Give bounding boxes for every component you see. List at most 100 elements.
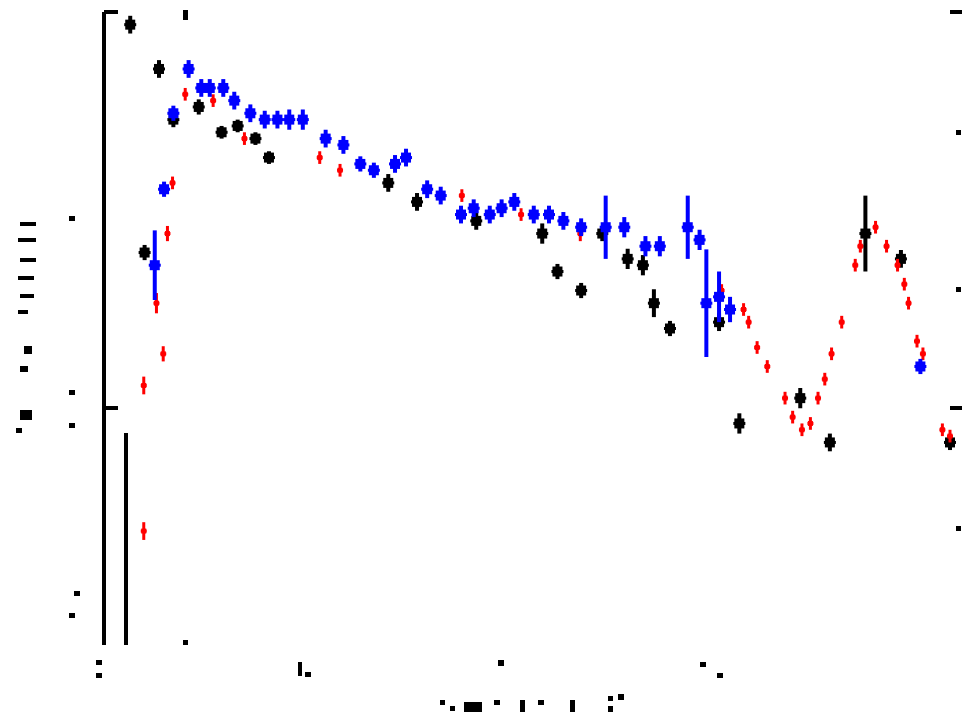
illegible-y-label-fragment xyxy=(20,366,28,372)
data-point xyxy=(915,361,926,372)
data-point xyxy=(164,231,170,237)
data-point xyxy=(719,288,725,294)
data-point xyxy=(216,127,227,138)
data-point xyxy=(815,395,821,401)
illegible-y-label-fragment xyxy=(20,294,34,298)
data-point xyxy=(600,222,611,233)
data-point xyxy=(401,152,412,163)
data-point xyxy=(906,300,912,306)
data-point xyxy=(160,351,166,357)
data-point xyxy=(795,393,806,404)
data-point xyxy=(518,212,524,218)
data-point xyxy=(170,180,176,186)
data-point xyxy=(141,382,147,388)
data-point xyxy=(852,262,858,268)
data-point xyxy=(496,203,507,214)
data-point xyxy=(829,351,835,357)
illegible-x-label-fragment xyxy=(618,694,624,700)
data-point xyxy=(484,209,495,220)
data-point xyxy=(241,136,247,142)
data-point xyxy=(914,338,920,344)
data-point xyxy=(232,120,243,131)
data-point xyxy=(654,241,665,252)
illegible-x-label-fragment xyxy=(570,700,575,712)
data-point xyxy=(193,101,204,112)
data-point xyxy=(149,260,160,271)
right-axis-tick xyxy=(956,526,961,531)
data-point xyxy=(746,319,752,325)
data-point xyxy=(229,95,240,106)
data-point xyxy=(159,184,170,195)
data-point xyxy=(355,158,366,169)
data-point xyxy=(884,243,890,249)
illegible-x-label-fragment xyxy=(305,672,311,677)
data-point xyxy=(125,19,136,30)
data-point xyxy=(725,304,736,315)
data-point xyxy=(338,139,349,150)
illegible-x-label-fragment xyxy=(538,700,544,705)
illegible-x-label-fragment xyxy=(608,696,613,701)
data-point xyxy=(183,63,194,74)
data-point xyxy=(182,91,188,97)
illegible-x-label-fragment xyxy=(450,706,455,711)
data-point xyxy=(320,133,331,144)
data-point xyxy=(422,184,433,195)
data-point xyxy=(153,300,159,306)
illegible-x-label-fragment xyxy=(608,706,613,712)
data-point xyxy=(250,133,261,144)
data-point xyxy=(558,215,569,226)
data-point xyxy=(839,319,845,325)
data-point xyxy=(782,395,788,401)
data-point xyxy=(701,298,712,309)
data-point xyxy=(284,114,295,125)
series-1 xyxy=(124,15,956,452)
illegible-y-label-fragment xyxy=(20,222,36,226)
data-point xyxy=(824,437,835,448)
data-point xyxy=(196,82,207,93)
illegible-x-label-fragment xyxy=(494,700,500,705)
data-point xyxy=(694,234,705,245)
data-point xyxy=(714,291,725,302)
data-point xyxy=(895,253,906,264)
data-point xyxy=(297,114,308,125)
series-2 xyxy=(140,87,953,540)
right-axis-tick xyxy=(956,287,961,292)
data-point xyxy=(263,152,274,163)
data-point xyxy=(456,209,467,220)
illegible-y-label-fragment xyxy=(20,410,32,420)
data-point xyxy=(259,114,270,125)
series-3 xyxy=(148,60,927,375)
data-point xyxy=(552,266,563,277)
data-point xyxy=(435,190,446,201)
data-point xyxy=(860,228,871,239)
data-point xyxy=(368,165,379,176)
left-axis-tick xyxy=(69,390,75,395)
data-point xyxy=(807,420,813,426)
illegible-y-label-fragment xyxy=(18,276,34,280)
right-axis-tick xyxy=(956,130,961,135)
data-point xyxy=(337,167,343,173)
illegible-x-label-fragment xyxy=(96,673,102,678)
data-point xyxy=(754,344,760,350)
data-point xyxy=(764,363,770,369)
data-point xyxy=(390,158,401,169)
data-point xyxy=(939,427,945,433)
data-point xyxy=(168,108,179,119)
data-point xyxy=(576,222,587,233)
illegible-x-label-fragment xyxy=(700,662,706,667)
illegible-x-label-fragment xyxy=(717,673,723,678)
data-point xyxy=(204,82,215,93)
data-point xyxy=(920,351,926,357)
illegible-y-label-fragment xyxy=(18,310,28,314)
data-point xyxy=(210,98,216,104)
data-point xyxy=(468,203,479,214)
data-point xyxy=(141,528,147,534)
data-point xyxy=(637,260,648,271)
data-point xyxy=(597,228,608,239)
plot-axes xyxy=(69,10,962,645)
data-point xyxy=(741,307,747,313)
data-point xyxy=(682,222,693,233)
data-point xyxy=(619,222,630,233)
data-point xyxy=(459,193,465,199)
